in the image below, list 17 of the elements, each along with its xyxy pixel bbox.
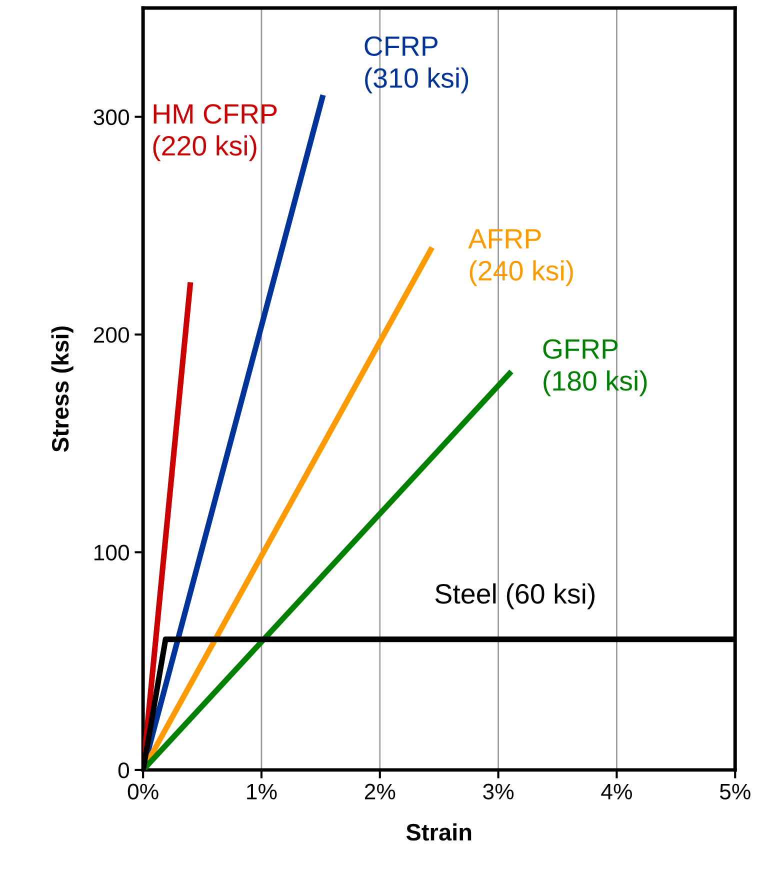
series-label: CFRP (310 ksi): [364, 36, 468, 94]
y-tick-label: 300: [94, 109, 130, 126]
text: HM CFRP (220 ksi): [153, 104, 277, 162]
x-tick-label: 2%: [364, 784, 396, 800]
series-label: AFRP (240 ksi): [468, 229, 573, 286]
series-label: GFRP (180 ksi): [543, 339, 647, 396]
x-axis-title: Strain: [406, 823, 472, 841]
x-tick-label: 4%: [601, 784, 632, 800]
y-axis-title: Stress (ksi): [51, 326, 74, 452]
x-tick-label: 5%: [720, 784, 750, 800]
y-tick-label: 100: [94, 544, 130, 561]
y-tick-label: 200: [94, 327, 130, 343]
series-label: Steel (60 ksi): [435, 583, 595, 610]
y-tick-label: 0: [118, 762, 130, 778]
x-tick-label: 1%: [247, 784, 277, 800]
x-tick-label: 3%: [483, 784, 514, 800]
x-tick-label: 0%: [128, 784, 158, 800]
